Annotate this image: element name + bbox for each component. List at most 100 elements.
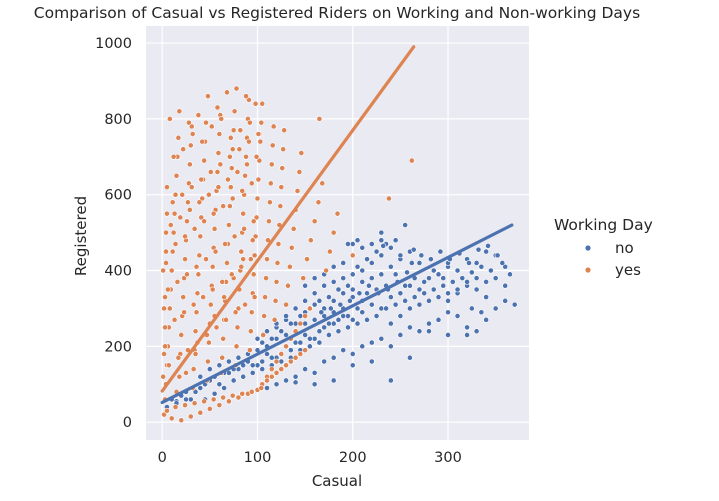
data-point <box>445 290 451 297</box>
data-point <box>197 409 204 416</box>
y-tick-label: 400 <box>104 264 132 280</box>
data-point <box>459 275 466 282</box>
data-point <box>397 252 404 259</box>
data-point <box>162 294 168 300</box>
data-point <box>245 138 252 145</box>
data-point <box>212 248 219 255</box>
x-tick-label: 0 <box>158 450 167 466</box>
data-point <box>250 271 257 278</box>
data-point <box>364 316 370 323</box>
data-point <box>292 379 299 386</box>
data-point <box>421 290 428 297</box>
data-point <box>315 199 322 206</box>
data-point <box>464 332 470 338</box>
data-point <box>283 313 289 319</box>
data-point <box>326 320 332 327</box>
data-point <box>253 214 260 221</box>
x-tick-label: 100 <box>244 450 272 466</box>
data-point <box>262 294 268 300</box>
data-point <box>273 369 280 376</box>
data-point <box>499 260 506 266</box>
data-point <box>485 242 491 249</box>
data-point <box>285 282 291 289</box>
data-point <box>392 237 399 244</box>
data-point <box>408 260 415 266</box>
data-point <box>416 301 423 308</box>
data-point <box>318 309 325 316</box>
data-point <box>192 351 199 357</box>
data-point <box>440 282 447 289</box>
chart-title: Comparison of Casual vs Registered Rider… <box>34 4 640 22</box>
data-point <box>397 313 404 319</box>
data-point <box>269 142 276 149</box>
data-point <box>183 396 189 403</box>
data-point <box>259 366 266 372</box>
data-point <box>216 381 223 388</box>
legend-label-no: no <box>615 239 634 257</box>
data-point <box>354 320 361 327</box>
data-point <box>207 301 214 308</box>
data-point <box>225 358 232 365</box>
data-point <box>272 297 279 304</box>
data-point <box>387 377 394 384</box>
data-point <box>323 267 329 274</box>
data-point <box>449 279 456 285</box>
data-point <box>265 218 272 225</box>
data-point <box>475 246 482 253</box>
data-point <box>164 184 170 191</box>
series-no-points <box>164 222 518 410</box>
data-point <box>164 210 170 217</box>
data-point <box>306 305 313 312</box>
data-point <box>210 210 217 217</box>
data-point <box>206 366 213 372</box>
data-point <box>330 354 337 361</box>
data-point <box>227 184 234 191</box>
data-point <box>368 339 375 346</box>
data-point <box>165 362 172 369</box>
data-point <box>473 328 480 335</box>
data-point <box>216 131 223 137</box>
data-point <box>302 347 309 354</box>
data-point <box>235 354 242 361</box>
data-point <box>215 150 222 156</box>
data-point <box>211 225 218 232</box>
data-point <box>306 335 313 342</box>
data-point <box>364 290 370 297</box>
data-point <box>321 305 328 312</box>
data-point <box>246 119 253 126</box>
data-point <box>172 241 179 247</box>
y-tick-label: 600 <box>104 188 132 204</box>
data-point <box>168 415 175 422</box>
data-point <box>221 294 228 300</box>
data-point <box>337 301 344 308</box>
data-point <box>251 294 258 300</box>
data-point <box>279 165 286 172</box>
data-point <box>223 316 229 323</box>
data-point <box>502 297 509 304</box>
data-point <box>264 256 270 263</box>
data-point <box>270 123 277 130</box>
data-point <box>321 324 328 331</box>
data-point <box>478 309 485 316</box>
data-point <box>164 407 170 414</box>
data-point <box>161 411 167 418</box>
data-point <box>407 305 413 312</box>
data-point <box>292 305 299 312</box>
data-point <box>273 358 280 365</box>
data-point <box>201 218 208 225</box>
data-point <box>468 269 475 276</box>
data-point <box>170 229 177 236</box>
data-point <box>229 392 236 399</box>
data-point <box>483 279 490 285</box>
data-point <box>197 385 204 391</box>
data-point <box>264 377 270 384</box>
data-point <box>267 180 274 187</box>
data-point <box>163 229 169 236</box>
data-point <box>330 229 337 236</box>
data-point <box>345 324 351 331</box>
data-point <box>327 305 334 312</box>
data-point <box>231 233 238 240</box>
data-point <box>430 286 437 293</box>
data-point <box>197 373 204 380</box>
data-point <box>257 138 264 145</box>
